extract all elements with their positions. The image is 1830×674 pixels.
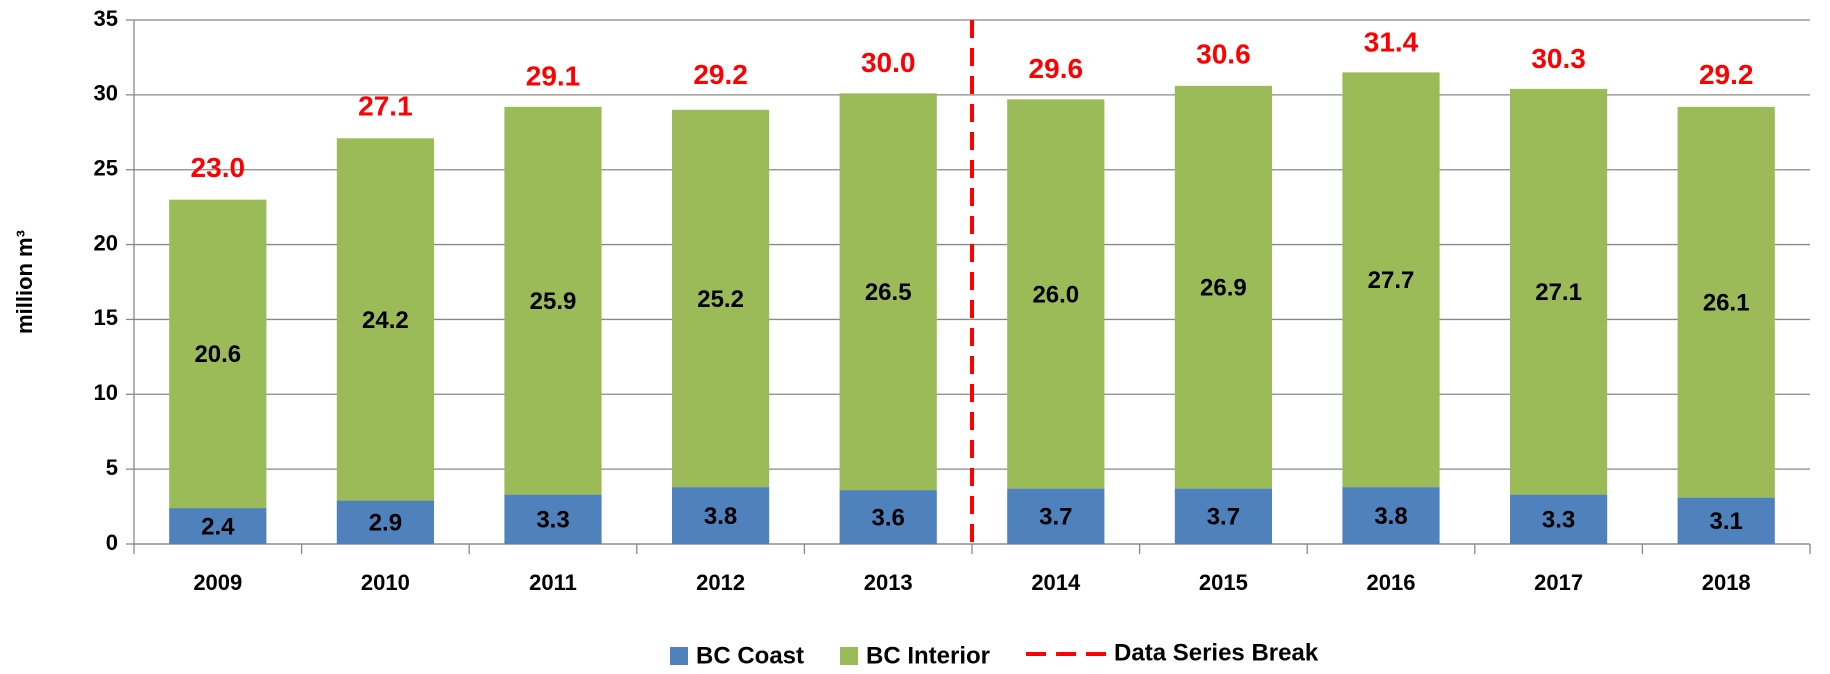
- bar-segment: [169, 508, 267, 544]
- segment-label: 26.1: [1703, 290, 1750, 317]
- bar-segment: [504, 494, 602, 544]
- legend-swatch: [670, 647, 688, 665]
- total-label: 30.6: [1196, 38, 1251, 69]
- bar-segment: [1509, 88, 1608, 495]
- x-tick-label: 2016: [1367, 570, 1416, 595]
- y-tick-label: 30: [94, 81, 118, 106]
- bar-segment: [1174, 85, 1273, 489]
- x-tick-label: 2014: [1031, 570, 1081, 595]
- x-tick-label: 2010: [361, 570, 410, 595]
- legend-label: BC Interior: [866, 642, 990, 669]
- y-tick-label: 10: [94, 380, 118, 405]
- segment-label: 3.7: [1207, 504, 1240, 531]
- bar-segment: [1007, 488, 1105, 544]
- y-tick-label: 15: [94, 305, 118, 330]
- total-label: 30.0: [861, 47, 916, 78]
- y-tick-label: 20: [94, 230, 118, 255]
- legend-label: Data Series Break: [1114, 639, 1319, 666]
- total-label: 27.1: [358, 91, 413, 122]
- segment-label: 27.7: [1368, 267, 1415, 294]
- segment-label: 24.2: [362, 307, 409, 334]
- segment-label: 3.8: [1374, 503, 1407, 530]
- bar-segment: [839, 93, 937, 491]
- segment-label: 25.2: [697, 286, 744, 313]
- bar-segment: [169, 199, 267, 509]
- bar-segment: [504, 106, 602, 495]
- bar-segment: [671, 487, 770, 544]
- segment-label: 26.0: [1032, 281, 1079, 308]
- x-tick-label: 2017: [1534, 570, 1583, 595]
- x-tick-label: 2011: [529, 570, 577, 595]
- bar-segment: [1342, 72, 1440, 488]
- segment-label: 3.3: [1542, 507, 1575, 534]
- legend-label: BC Coast: [696, 642, 804, 669]
- legend-swatch: [840, 647, 859, 665]
- x-tick-label: 2012: [696, 570, 745, 595]
- segment-label: 2.9: [369, 510, 402, 537]
- segment-label: 3.6: [872, 504, 905, 531]
- segment-label: 3.8: [704, 503, 737, 530]
- bar-segment: [1677, 497, 1775, 544]
- segment-label: 26.9: [1200, 275, 1247, 302]
- total-label: 31.4: [1364, 26, 1419, 57]
- total-label: 29.2: [693, 59, 748, 90]
- segment-label: 3.3: [536, 507, 569, 534]
- bar-segment: [1007, 99, 1105, 489]
- total-label: 29.6: [1029, 53, 1084, 84]
- total-label: 29.1: [526, 61, 581, 92]
- bar-segment: [1174, 488, 1273, 544]
- y-tick-label: 0: [106, 530, 118, 555]
- y-tick-label: 35: [94, 6, 118, 31]
- x-tick-label: 2009: [193, 570, 242, 595]
- bar-segment: [671, 109, 770, 488]
- segment-label: 2.4: [201, 513, 235, 540]
- y-tick-label: 25: [94, 156, 118, 181]
- x-tick-label: 2013: [864, 570, 913, 595]
- y-tick-label: 5: [106, 455, 118, 480]
- segment-label: 20.6: [194, 341, 241, 368]
- total-label: 29.2: [1699, 59, 1754, 90]
- segment-label: 3.1: [1710, 508, 1743, 535]
- bar-segment: [1677, 106, 1775, 498]
- segment-label: 26.5: [865, 279, 912, 306]
- segment-label: 27.1: [1535, 279, 1582, 306]
- x-tick-label: 2018: [1702, 570, 1751, 595]
- segment-label: 25.9: [530, 288, 577, 315]
- bar-segment: [1509, 494, 1608, 544]
- bar-segment: [336, 138, 435, 501]
- bar-segment: [1342, 487, 1440, 544]
- x-tick-label: 2015: [1199, 570, 1248, 595]
- segment-label: 3.7: [1039, 504, 1072, 531]
- total-label: 23.0: [191, 152, 246, 183]
- y-axis-label: million m³: [12, 230, 37, 334]
- bar-segment: [839, 490, 937, 544]
- bar-segment: [336, 500, 435, 544]
- total-label: 30.3: [1531, 43, 1586, 74]
